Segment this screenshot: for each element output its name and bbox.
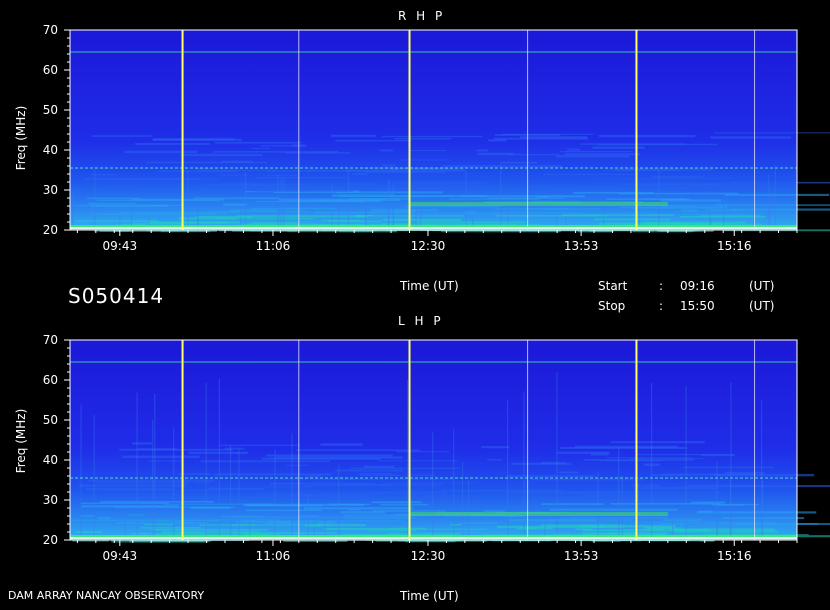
panel-title-lhp: L H P — [398, 314, 444, 328]
y-axis-label-lhp: Freq (MHz) — [14, 408, 28, 474]
y-tick-label: 60 — [43, 373, 58, 387]
y-tick-label: 60 — [43, 63, 58, 77]
plot-frame — [69, 339, 798, 541]
emission-band — [409, 512, 668, 516]
x-tick-label: 11:06 — [256, 239, 291, 253]
y-tick-label: 50 — [43, 103, 58, 117]
emission-band — [409, 202, 668, 206]
y-tick-label: 70 — [43, 333, 58, 347]
start-unit: (UT) — [749, 279, 775, 293]
spectrogram-panel-lhp: 20 30 40 50 60 70 09:43 11:06 12:30 13:53 15:16 — [43, 333, 830, 563]
y-tick-label: 30 — [43, 493, 58, 507]
start-sep: : — [659, 279, 664, 293]
x-tick-label: 09:43 — [103, 549, 138, 563]
y-tick-label: 40 — [43, 453, 58, 467]
y-tick-label: 70 — [43, 23, 58, 37]
stop-unit: (UT) — [749, 299, 775, 313]
y-axis-label-rhp: Freq (MHz) — [14, 105, 28, 171]
x-tick-label: 12:30 — [411, 239, 446, 253]
spectrogram-panel-rhp: 20 30 40 50 60 70 09:43 11:06 12:30 13:53 15:16 — [43, 23, 830, 253]
footer-observatory: DAM ARRAY NANCAY OBSERVATORY — [8, 589, 205, 602]
stop-label: Stop — [598, 299, 626, 313]
y-tick-label: 30 — [43, 183, 58, 197]
y-tick-label: 20 — [43, 223, 58, 237]
x-tick-label: 09:43 — [103, 239, 138, 253]
plot-frame — [69, 29, 798, 231]
x-tick-label: 15:16 — [717, 239, 752, 253]
y-tick-label: 40 — [43, 143, 58, 157]
panel-title-rhp: R H P — [398, 9, 446, 23]
x-tick-label: 11:06 — [256, 549, 291, 563]
observation-identifier: S050414 — [68, 284, 165, 308]
x-tick-label: 15:16 — [717, 549, 752, 563]
x-tick-label: 12:30 — [411, 549, 446, 563]
start-time: 09:16 — [680, 279, 715, 293]
stop-time: 15:50 — [680, 299, 715, 313]
start-label: Start — [598, 279, 628, 293]
x-tick-label: 13:53 — [564, 239, 599, 253]
y-tick-label: 50 — [43, 413, 58, 427]
x-tick-label: 13:53 — [564, 549, 599, 563]
stop-sep: : — [659, 299, 664, 313]
y-tick-label: 20 — [43, 533, 58, 547]
x-axis-label-rhp: Time (UT) — [400, 279, 459, 293]
x-axis-label-lhp: Time (UT) — [400, 589, 459, 603]
spectrum-background — [70, 340, 797, 540]
